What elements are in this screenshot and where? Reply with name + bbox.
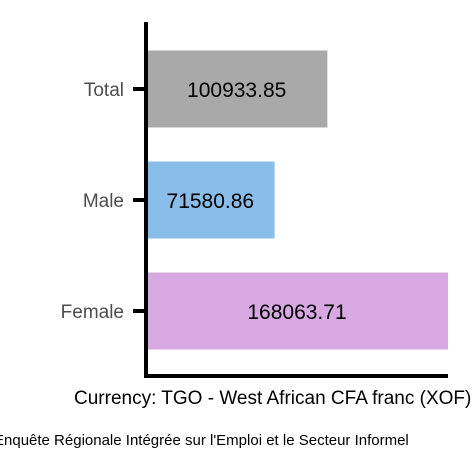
y-tick-label-male: Male <box>83 191 124 212</box>
y-tick-label-female: Female <box>61 302 124 323</box>
y-ticks-layer: Total Male Female <box>61 80 146 323</box>
x-axis-label: Currency: TGO - West African CFA franc (… <box>74 388 471 409</box>
value-labels-layer: 100933.85 71580.86 168063.71 <box>167 79 347 324</box>
value-label-total: 100933.85 <box>187 79 286 102</box>
y-tick-label-total: Total <box>84 80 124 101</box>
source-caption: Enquête Régionale Intégrée sur l'Emploi … <box>0 432 409 449</box>
value-label-male: 71580.86 <box>167 190 255 213</box>
bar-total <box>146 50 328 128</box>
bars-layer <box>146 50 448 350</box>
value-label-female: 168063.71 <box>247 301 346 324</box>
bar-male <box>146 161 275 239</box>
bar-female <box>146 272 448 350</box>
